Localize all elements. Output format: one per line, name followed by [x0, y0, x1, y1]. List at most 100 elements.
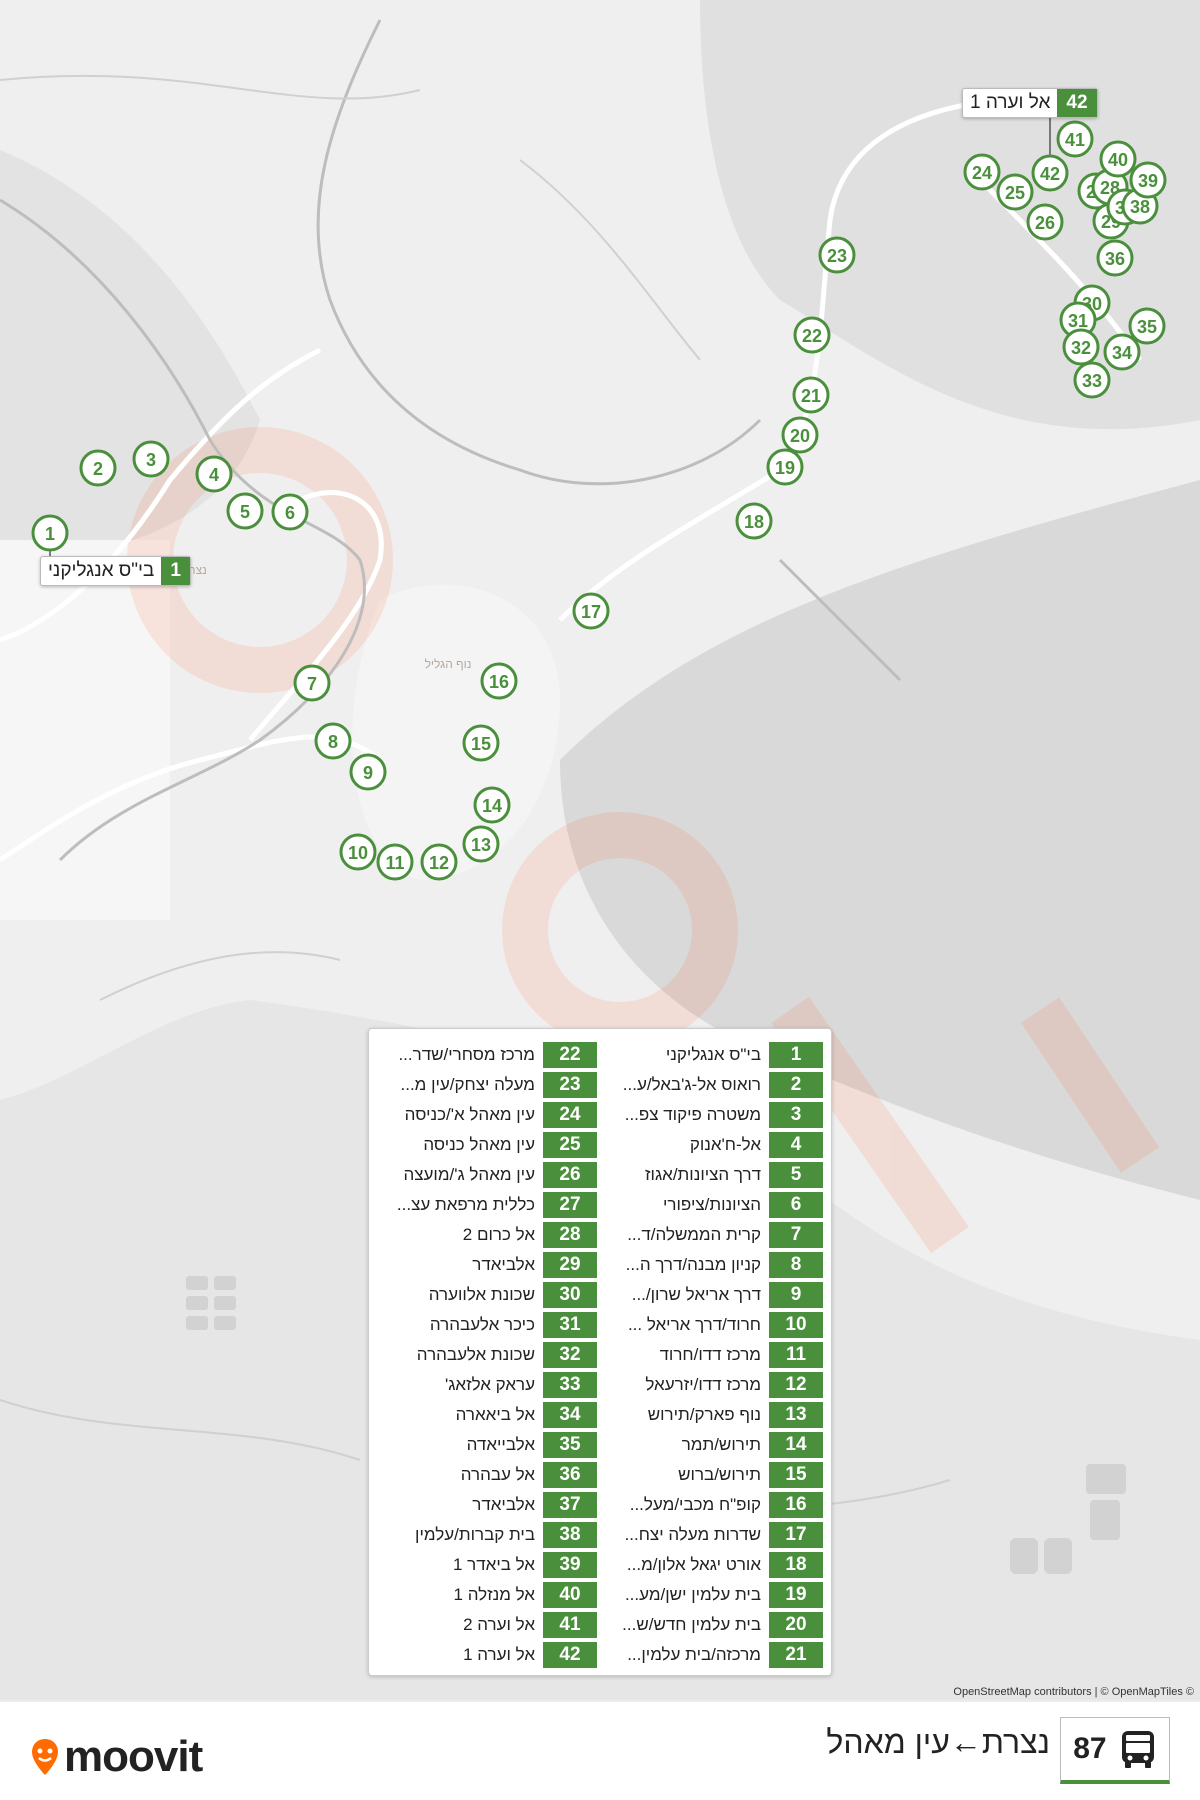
legend-row-42[interactable]: 42 אל וערה 1: [382, 1640, 597, 1670]
moovit-logo[interactable]: moovit: [30, 1732, 203, 1782]
stop-marker-34[interactable]: 34: [1103, 333, 1141, 371]
legend-row-41[interactable]: 41 אל וערה 2: [382, 1610, 597, 1640]
legend-row-33[interactable]: 33 עראק אלזאג': [382, 1370, 597, 1400]
stop-marker-number: 31: [1068, 311, 1088, 331]
stop-marker-42[interactable]: 42: [1031, 154, 1069, 192]
stop-marker-32[interactable]: 32: [1062, 328, 1100, 366]
legend-row-6[interactable]: 6 הציונות/ציפורי: [608, 1190, 823, 1220]
stop-marker-39[interactable]: 39: [1129, 161, 1167, 199]
legend-stop-number: 15: [769, 1462, 823, 1488]
legend-row-15[interactable]: 15 תירוש/ברוש: [608, 1460, 823, 1490]
legend-stop-number: 13: [769, 1402, 823, 1428]
stop-marker-17[interactable]: 17: [572, 592, 610, 630]
legend-stop-name: מרכז מסחרי/שדר...: [398, 1045, 535, 1064]
start-stop-callout[interactable]: 1 בי"ס אנגליקני: [40, 556, 191, 586]
stop-marker-33[interactable]: 33: [1073, 361, 1111, 399]
stop-marker-15[interactable]: 15: [462, 724, 500, 762]
stop-marker-5[interactable]: 5: [226, 492, 264, 530]
legend-row-26[interactable]: 26 עין מאהל ג'/מועצה: [382, 1160, 597, 1190]
legend-stop-name: אלביאדר: [472, 1255, 535, 1274]
stop-marker-6[interactable]: 6: [271, 493, 309, 531]
stop-marker-41[interactable]: 41: [1056, 120, 1094, 158]
stop-marker-10[interactable]: 10: [339, 833, 377, 871]
stop-marker-26[interactable]: 26: [1026, 203, 1064, 241]
stop-marker-18[interactable]: 18: [735, 502, 773, 540]
stop-marker-20[interactable]: 20: [781, 416, 819, 454]
stop-marker-24[interactable]: 24: [963, 153, 1001, 191]
legend-row-1[interactable]: 1 בי"ס אנגליקני: [608, 1040, 823, 1070]
legend-row-13[interactable]: 13 נוף פארק/תירוש: [608, 1400, 823, 1430]
legend-row-40[interactable]: 40 אל מנזלה 1: [382, 1580, 597, 1610]
legend-row-3[interactable]: 3 משטרה פיקוד צפ...: [608, 1100, 823, 1130]
legend-row-19[interactable]: 19 בית עלמין ישן/מע...: [608, 1580, 823, 1610]
stop-marker-2[interactable]: 2: [79, 449, 117, 487]
stop-marker-16[interactable]: 16: [480, 662, 518, 700]
legend-stop-name: אל עבהרה: [460, 1465, 535, 1484]
end-stop-callout[interactable]: 42 אל וערה 1: [962, 88, 1098, 118]
legend-row-2[interactable]: 2 רואוס אל-ג'באל/ע...: [608, 1070, 823, 1100]
legend-row-17[interactable]: 17 שדרות מעלה יצח...: [608, 1520, 823, 1550]
legend-row-29[interactable]: 29 אלביאדר: [382, 1250, 597, 1280]
stop-marker-11[interactable]: 11: [376, 843, 414, 881]
stop-marker-40[interactable]: 40: [1099, 140, 1137, 178]
legend-row-35[interactable]: 35 אלבייאדה: [382, 1430, 597, 1460]
legend-row-5[interactable]: 5 דרך הציונות/אגוז: [608, 1160, 823, 1190]
legend-stop-number: 2: [769, 1072, 823, 1098]
route-badge[interactable]: 87: [1060, 1717, 1170, 1784]
legend-row-16[interactable]: 16 קופ"ח מכבי/מעל...: [608, 1490, 823, 1520]
stop-marker-22[interactable]: 22: [793, 316, 831, 354]
legend-row-4[interactable]: 4 אל-ח'אנוק: [608, 1130, 823, 1160]
legend-row-21[interactable]: 21 מרכזה/בית עלמין...: [608, 1640, 823, 1670]
map-attribution[interactable]: OpenStreetMap contributors | © OpenMapTi…: [953, 1686, 1194, 1698]
legend-row-31[interactable]: 31 כיכר אלעבהרה: [382, 1310, 597, 1340]
legend-stop-name: מרכז דדו/יזרעאל: [645, 1375, 761, 1394]
stop-marker-13[interactable]: 13: [462, 825, 500, 863]
legend-row-22[interactable]: 22 מרכז מסחרי/שדר...: [382, 1040, 597, 1070]
moovit-wordmark: moovit: [64, 1732, 203, 1781]
stop-marker-circle: [793, 316, 831, 354]
stop-marker-19[interactable]: 19: [766, 448, 804, 486]
legend-stop-number: 27: [543, 1192, 597, 1218]
stop-marker-circle: [996, 173, 1034, 211]
legend-row-20[interactable]: 20 בית עלמין חדש/ש...: [608, 1610, 823, 1640]
legend-stop-name: משטרה פיקוד צפ...: [624, 1105, 761, 1124]
stop-marker-circle: [376, 843, 414, 881]
stop-marker-3[interactable]: 3: [132, 440, 170, 478]
stop-marker-4[interactable]: 4: [195, 455, 233, 493]
legend-row-36[interactable]: 36 אל עבהרה: [382, 1460, 597, 1490]
stop-marker-number: 33: [1082, 371, 1102, 391]
stop-marker-23[interactable]: 23: [818, 236, 856, 274]
legend-row-38[interactable]: 38 בית קברות/עלמין: [382, 1520, 597, 1550]
stop-marker-25[interactable]: 25: [996, 173, 1034, 211]
legend-row-28[interactable]: 28 אל כרום 2: [382, 1220, 597, 1250]
legend-row-7[interactable]: 7 קרית הממשלה/ד...: [608, 1220, 823, 1250]
legend-row-14[interactable]: 14 תירוש/תמר: [608, 1430, 823, 1460]
stop-marker-21[interactable]: 21: [792, 376, 830, 414]
legend-row-18[interactable]: 18 אורט יגאל אלון/מ...: [608, 1550, 823, 1580]
legend-row-39[interactable]: 39 אל ביאדר 1: [382, 1550, 597, 1580]
legend-row-30[interactable]: 30 שכונת אלווערה: [382, 1280, 597, 1310]
stop-marker-14[interactable]: 14: [473, 786, 511, 824]
legend-row-34[interactable]: 34 אל ביאארה: [382, 1400, 597, 1430]
legend-row-32[interactable]: 32 שכונת אלעבהרה: [382, 1340, 597, 1370]
stop-marker-12[interactable]: 12: [420, 843, 458, 881]
legend-row-24[interactable]: 24 עין מאהל א'/כניסה: [382, 1100, 597, 1130]
stop-marker-circle: [480, 662, 518, 700]
legend-row-9[interactable]: 9 דרך אריאל שרון/...: [608, 1280, 823, 1310]
stop-marker-9[interactable]: 9: [349, 753, 387, 791]
legend-row-12[interactable]: 12 מרכז דדו/יזרעאל: [608, 1370, 823, 1400]
legend-row-37[interactable]: 37 אלביאדר: [382, 1490, 597, 1520]
legend-stop-name: חרוד/דרך אריאל ...: [627, 1315, 761, 1334]
legend-row-23[interactable]: 23 מעלה יצחק/עין מ...: [382, 1070, 597, 1100]
stop-marker-1[interactable]: 1: [31, 514, 69, 552]
legend-row-8[interactable]: 8 קניון מבנה/דרך ה...: [608, 1250, 823, 1280]
stop-marker-36[interactable]: 36: [1096, 239, 1134, 277]
stop-marker-7[interactable]: 7: [293, 664, 331, 702]
legend-row-10[interactable]: 10 חרוד/דרך אריאל ...: [608, 1310, 823, 1340]
legend-row-27[interactable]: 27 כללית מרפאת עצ...: [382, 1190, 597, 1220]
stop-marker-35[interactable]: 35: [1128, 307, 1166, 345]
legend-row-11[interactable]: 11 מרכז דדו/חרוד: [608, 1340, 823, 1370]
stop-marker-8[interactable]: 8: [314, 722, 352, 760]
legend-row-25[interactable]: 25 עין מאהל כניסה: [382, 1130, 597, 1160]
